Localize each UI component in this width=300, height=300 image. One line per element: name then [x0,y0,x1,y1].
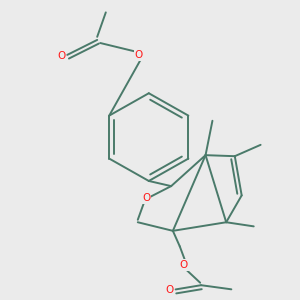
Text: O: O [142,193,150,203]
Text: O: O [180,260,188,270]
Text: O: O [57,51,65,62]
Text: O: O [165,285,174,296]
Text: O: O [134,50,142,60]
